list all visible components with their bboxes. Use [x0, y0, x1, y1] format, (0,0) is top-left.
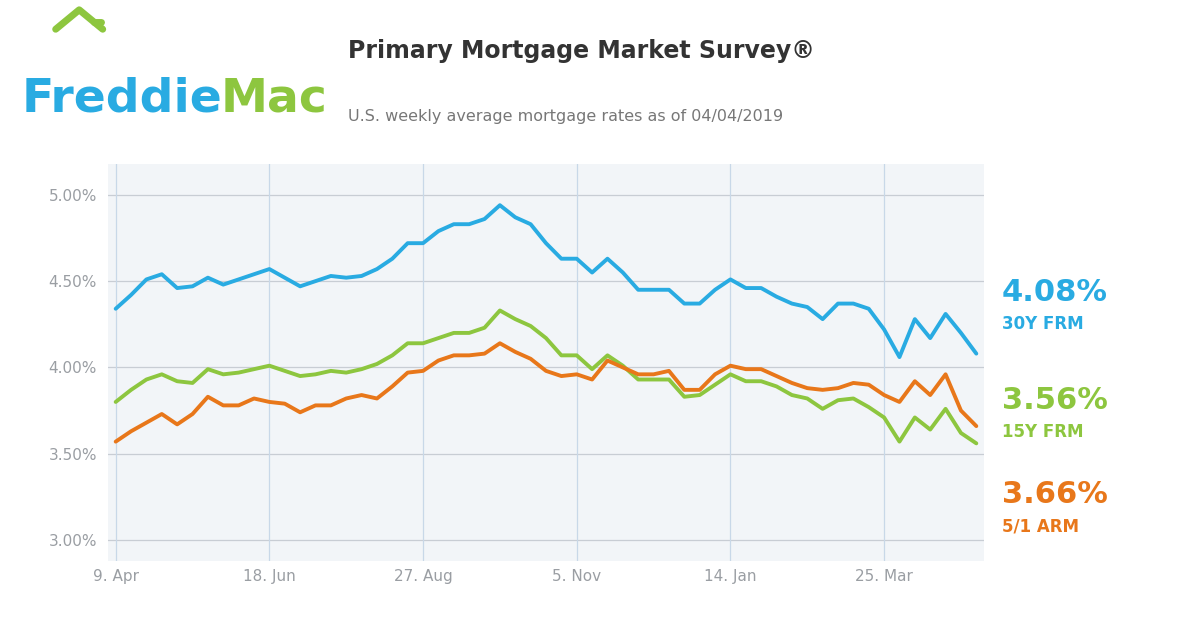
Text: Freddie: Freddie [22, 76, 223, 121]
Text: Primary Mortgage Market Survey®: Primary Mortgage Market Survey® [348, 40, 815, 64]
Text: 30Y FRM: 30Y FRM [1002, 316, 1084, 333]
Text: U.S. weekly average mortgage rates as of 04/04/2019: U.S. weekly average mortgage rates as of… [348, 109, 784, 124]
Text: 5/1 ARM: 5/1 ARM [1002, 517, 1079, 535]
Text: 3.66%: 3.66% [1002, 480, 1108, 509]
Text: 15Y FRM: 15Y FRM [1002, 423, 1084, 440]
Text: 4.08%: 4.08% [1002, 278, 1108, 307]
Text: 3.56%: 3.56% [1002, 386, 1108, 415]
Text: Mac: Mac [221, 76, 328, 121]
